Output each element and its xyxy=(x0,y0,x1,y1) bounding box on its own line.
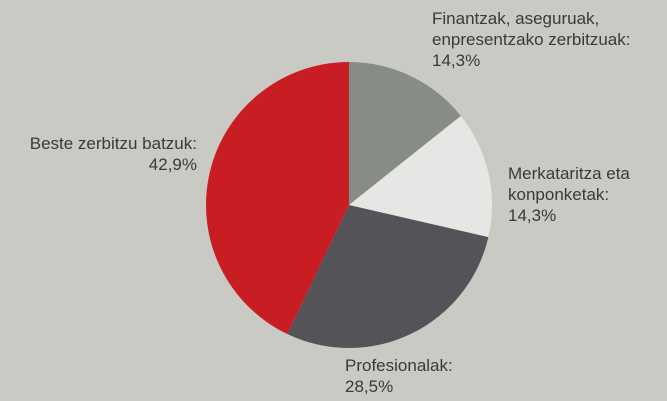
value-label: 14,3% xyxy=(508,206,557,225)
slice-label: Beste zerbitzu batzuk: 42,9% xyxy=(0,133,197,175)
pie-slice xyxy=(349,62,461,205)
value-label: 42,9% xyxy=(148,155,197,174)
slice-label: Merkataritza eta konponketak: 14,3% xyxy=(508,163,658,226)
pie-slice xyxy=(349,115,492,238)
category-label: Merkataritza eta konponketak: xyxy=(508,164,630,204)
slice-label: Profesionalak: 28,5% xyxy=(345,355,545,397)
pie-slice xyxy=(287,205,489,348)
category-label: Finantzak, aseguruak, enpresentzako zerb… xyxy=(432,9,631,49)
pie-slice xyxy=(206,62,349,335)
category-label: Beste zerbitzu batzuk: xyxy=(29,134,197,153)
category-label: Profesionalak: xyxy=(345,356,453,375)
slice-label: Finantzak, aseguruak, enpresentzako zerb… xyxy=(432,8,667,71)
value-label: 14,3% xyxy=(432,51,481,70)
value-label: 28,5% xyxy=(345,377,394,396)
